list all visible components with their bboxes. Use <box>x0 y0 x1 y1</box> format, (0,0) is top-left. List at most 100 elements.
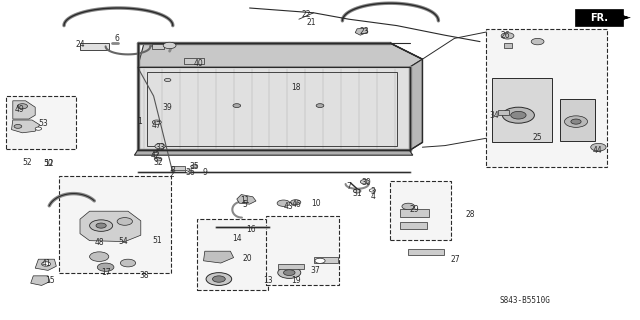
Circle shape <box>571 119 581 124</box>
Text: 29: 29 <box>410 205 420 214</box>
Circle shape <box>369 189 376 192</box>
Circle shape <box>284 270 295 276</box>
Circle shape <box>163 42 176 49</box>
Polygon shape <box>138 67 410 150</box>
Circle shape <box>353 189 361 193</box>
Circle shape <box>277 200 290 206</box>
Circle shape <box>14 124 22 128</box>
Text: 21: 21 <box>307 18 316 27</box>
Circle shape <box>316 104 324 108</box>
Polygon shape <box>504 43 512 48</box>
Polygon shape <box>498 110 509 115</box>
Bar <box>59 176 171 273</box>
Text: 11: 11 <box>240 196 249 205</box>
FancyBboxPatch shape <box>575 9 623 26</box>
Circle shape <box>155 144 165 149</box>
Circle shape <box>96 223 106 228</box>
Circle shape <box>502 107 534 123</box>
Text: 26: 26 <box>500 31 511 40</box>
Text: 20: 20 <box>243 254 253 263</box>
Bar <box>80 43 109 50</box>
Text: FR.: FR. <box>590 12 608 23</box>
Text: 48: 48 <box>94 238 104 247</box>
Circle shape <box>117 218 132 225</box>
Circle shape <box>206 273 232 285</box>
Circle shape <box>278 267 301 278</box>
Circle shape <box>315 258 325 263</box>
Bar <box>400 209 429 217</box>
Text: 5: 5 <box>242 200 247 209</box>
Polygon shape <box>204 251 234 263</box>
Polygon shape <box>35 259 56 270</box>
Text: 38: 38 <box>139 271 149 280</box>
Text: 19: 19 <box>291 276 301 285</box>
Text: 54: 54 <box>118 237 128 246</box>
Text: 52: 52 <box>22 158 33 167</box>
Text: 36: 36 <box>186 168 196 177</box>
Text: 22: 22 <box>301 10 310 19</box>
Polygon shape <box>138 43 422 67</box>
Circle shape <box>97 263 114 271</box>
Text: 18: 18 <box>291 83 300 92</box>
Text: S843-B5510G: S843-B5510G <box>499 296 550 305</box>
Polygon shape <box>12 120 40 133</box>
Text: 3: 3 <box>371 188 376 196</box>
Bar <box>197 219 268 290</box>
Text: 17: 17 <box>100 268 111 277</box>
Polygon shape <box>80 211 141 242</box>
Bar <box>390 181 451 240</box>
Text: 10: 10 <box>311 199 321 208</box>
Circle shape <box>154 157 162 161</box>
Bar <box>171 166 185 170</box>
Circle shape <box>191 165 197 168</box>
Polygon shape <box>13 101 35 119</box>
Circle shape <box>511 111 526 119</box>
Text: 33: 33 <box>155 143 165 152</box>
Bar <box>400 222 427 229</box>
Text: 25: 25 <box>532 133 543 142</box>
Bar <box>147 72 397 146</box>
Text: 12: 12 <box>45 159 54 168</box>
Text: 53: 53 <box>38 119 48 128</box>
Text: 31: 31 <box>352 189 362 198</box>
Circle shape <box>186 170 192 173</box>
Text: 1: 1 <box>137 117 142 126</box>
Text: 32: 32 <box>153 158 163 167</box>
Circle shape <box>42 262 51 266</box>
Text: 7: 7 <box>346 182 351 191</box>
Circle shape <box>212 276 225 282</box>
Text: 2: 2 <box>169 170 174 179</box>
Text: 23: 23 <box>360 28 370 36</box>
Polygon shape <box>31 276 50 285</box>
Polygon shape <box>355 28 368 35</box>
Circle shape <box>120 259 136 267</box>
Circle shape <box>153 152 158 155</box>
Text: 50: 50 <box>43 159 53 168</box>
Text: 27: 27 <box>451 255 461 264</box>
Text: 8: 8 <box>170 166 175 175</box>
Circle shape <box>17 104 28 109</box>
Circle shape <box>564 116 588 127</box>
Text: 37: 37 <box>310 266 320 275</box>
Polygon shape <box>134 150 413 155</box>
Circle shape <box>35 127 42 130</box>
Bar <box>6 96 76 149</box>
Text: 14: 14 <box>232 234 242 243</box>
Text: 35: 35 <box>189 162 199 171</box>
Text: 34: 34 <box>490 111 500 120</box>
Text: 46: 46 <box>291 200 301 209</box>
Text: 41: 41 <box>41 260 51 268</box>
Circle shape <box>233 104 241 108</box>
Circle shape <box>164 78 171 82</box>
Text: 13: 13 <box>262 276 273 285</box>
Bar <box>152 44 164 49</box>
Circle shape <box>531 38 544 45</box>
Text: 44: 44 <box>592 146 602 155</box>
Bar <box>560 99 595 141</box>
Polygon shape <box>410 59 422 150</box>
Text: 16: 16 <box>246 225 256 234</box>
Bar <box>278 264 304 269</box>
Polygon shape <box>237 195 256 204</box>
Circle shape <box>360 180 369 184</box>
Text: 6: 6 <box>115 34 120 43</box>
